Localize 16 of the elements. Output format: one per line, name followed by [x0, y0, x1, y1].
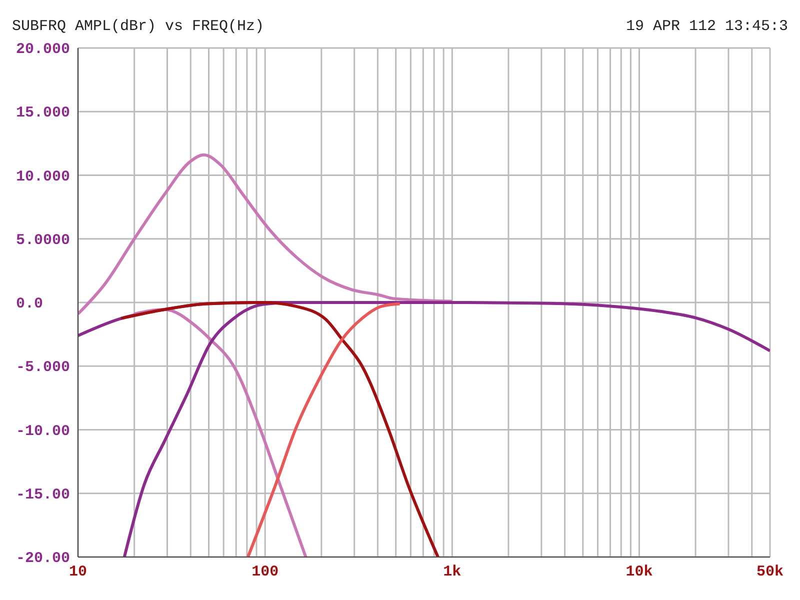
y-tick-label: -15.00	[16, 486, 70, 504]
y-tick-label: -5.000	[16, 359, 70, 376]
y-tick-label: -20.00	[16, 550, 70, 567]
x-tick-label: 50k	[756, 564, 784, 581]
y-tick-label: 20.000	[16, 41, 70, 58]
chart-title: SUBFRQ AMPL(dBr) vs FREQ(Hz)	[12, 18, 264, 35]
x-tick-label: 10k	[626, 564, 653, 581]
x-tick-label: 10	[68, 564, 88, 581]
y-tick-label: 5.0000	[16, 232, 70, 249]
x-tick-label: 1k	[443, 564, 462, 581]
y-tick-label: 10.000	[16, 168, 70, 186]
y-tick-label: 0.0	[16, 296, 44, 312]
x-tick-label: 100	[252, 564, 279, 581]
y-tick-label: -10.00	[16, 422, 70, 440]
text: 19 APR 112 13:45:3	[626, 18, 788, 35]
y-tick-label: 15.000	[16, 104, 70, 122]
